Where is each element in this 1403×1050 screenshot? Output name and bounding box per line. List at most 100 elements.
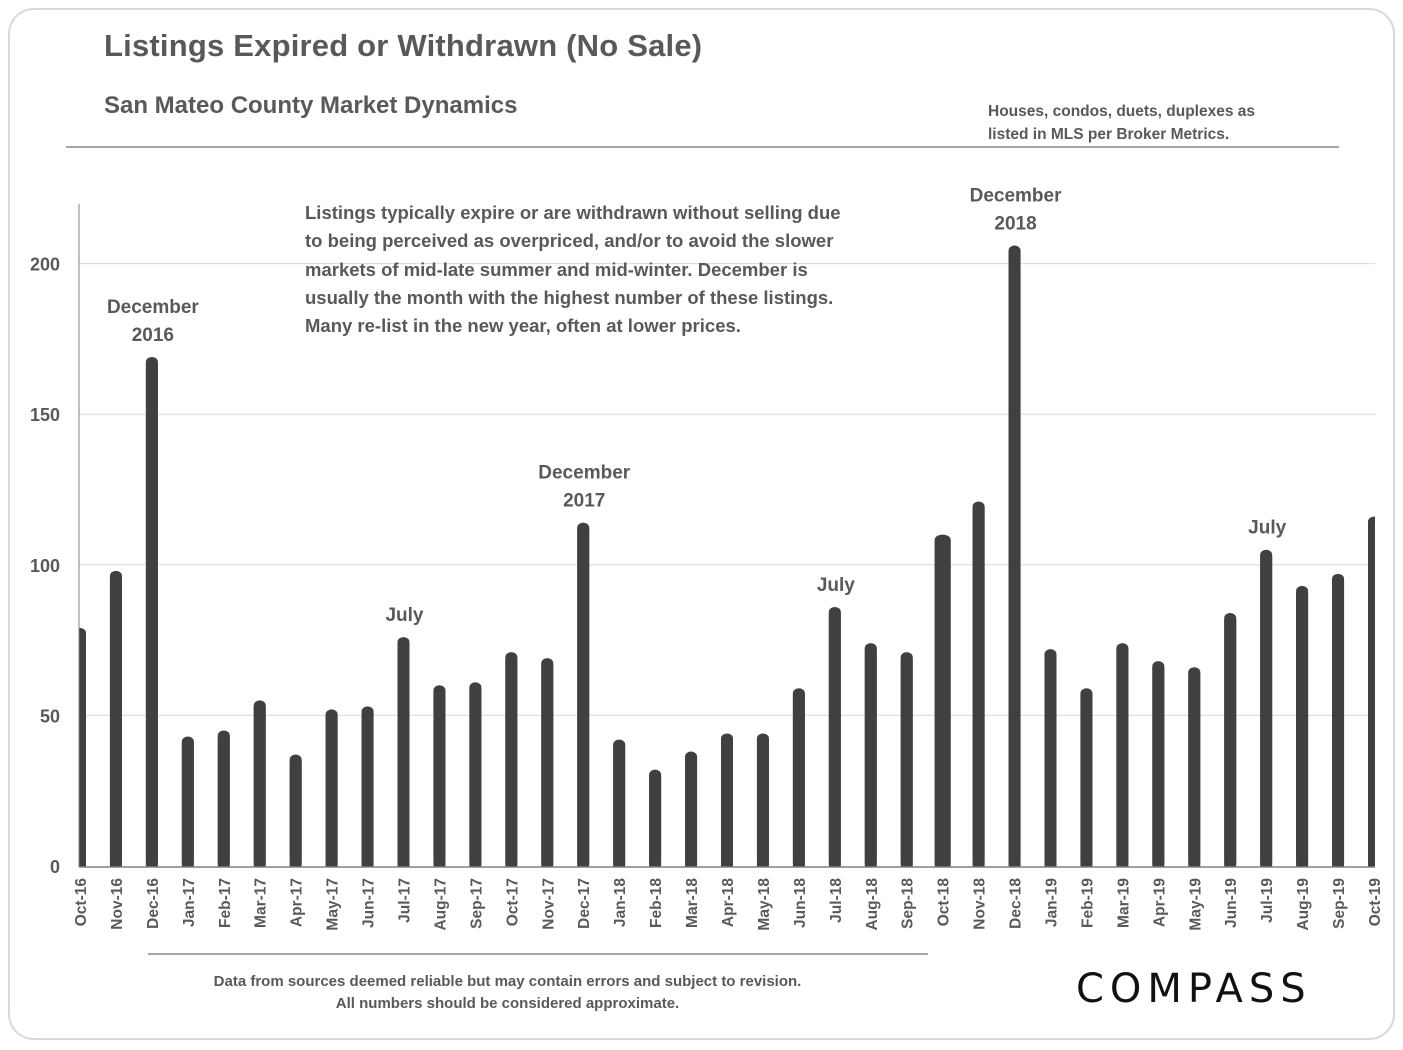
x-tick-label: May-17 xyxy=(325,878,342,931)
bar-body xyxy=(1008,251,1021,867)
y-axis-tick-labels: 0 50 100 150 200 xyxy=(30,255,60,877)
x-tick-label: May-19 xyxy=(1187,878,1204,931)
y-tick-label: 150 xyxy=(30,405,60,425)
bar-annotations: December 2016 July December 2017 July December… xyxy=(107,186,1287,627)
bar-body xyxy=(721,739,733,867)
bar-body xyxy=(361,712,374,867)
explanation-text: Listings typically expire or are withdra… xyxy=(305,199,908,340)
explanation-line: Listings typically expire or are withdra… xyxy=(305,202,841,223)
bar-body xyxy=(864,649,877,867)
bar-body xyxy=(109,576,122,867)
x-tick-label: Sep-18 xyxy=(900,878,917,929)
disclaimer-line: All numbers should be considered approxi… xyxy=(335,995,680,1012)
x-tick-label: Jun-18 xyxy=(792,878,809,928)
x-tick-label: Aug-18 xyxy=(864,878,881,931)
annotation-label: December xyxy=(538,463,630,484)
x-tick-label: Nov-17 xyxy=(540,878,557,930)
compass-logo: COMPASS xyxy=(1076,966,1312,1012)
x-tick-label: Aug-19 xyxy=(1295,878,1312,931)
x-tick-label: Jul-19 xyxy=(1259,878,1276,923)
x-tick-label: Jul-18 xyxy=(828,878,845,923)
bar-body xyxy=(79,634,86,867)
bar-body xyxy=(217,736,230,867)
explanation-line: to being perceived as overpriced, and/or… xyxy=(305,230,834,252)
x-tick-label: Jul-17 xyxy=(397,878,414,923)
bar-body xyxy=(685,757,698,867)
x-tick-label: Jan-18 xyxy=(612,878,629,927)
bar-body xyxy=(613,745,626,867)
annotation-label: July xyxy=(385,605,423,626)
bars xyxy=(79,245,1375,867)
source-note: Houses, condos, duets, duplexes as liste… xyxy=(988,100,1255,146)
explanation-line: markets of mid-late summer and mid-winte… xyxy=(305,258,808,280)
x-tick-label: Feb-17 xyxy=(217,878,234,928)
annotation-label: 2017 xyxy=(563,491,605,512)
bar-body xyxy=(1224,618,1237,867)
chart-subtitle: San Mateo County Market Dynamics xyxy=(104,92,518,119)
bar-body xyxy=(1260,555,1273,867)
x-tick-label: Oct-19 xyxy=(1367,878,1384,927)
source-note-line: Houses, condos, duets, duplexes as xyxy=(988,103,1256,120)
x-tick-label: Dec-16 xyxy=(145,878,162,929)
footer-divider xyxy=(148,953,928,955)
y-tick-label: 0 xyxy=(50,857,60,877)
x-tick-label: Jun-17 xyxy=(361,878,378,928)
x-tick-label: Sep-19 xyxy=(1331,878,1348,929)
x-tick-label: Nov-18 xyxy=(972,878,989,930)
x-tick-label: Apr-17 xyxy=(289,878,306,927)
bar-body xyxy=(289,760,302,867)
explanation-line: usually the month with the highest numbe… xyxy=(305,286,834,308)
bar-body xyxy=(145,362,158,867)
x-tick-label: Sep-17 xyxy=(468,878,485,929)
y-tick-label: 50 xyxy=(40,706,60,726)
bar-body xyxy=(433,691,446,867)
x-tick-label: Feb-18 xyxy=(648,878,665,928)
x-tick-label: Mar-17 xyxy=(253,878,270,928)
bar-body xyxy=(469,688,482,867)
x-tick-label: Feb-19 xyxy=(1079,878,1096,928)
bar-body xyxy=(1080,694,1093,867)
bar-body xyxy=(253,706,266,867)
disclaimer-line: Data from sources deemed reliable but ma… xyxy=(213,973,802,990)
annotation-label: December xyxy=(970,186,1062,207)
bar-body xyxy=(1116,649,1129,867)
bar-body xyxy=(828,612,841,867)
x-tick-label: Oct-16 xyxy=(73,878,90,927)
x-tick-label: Mar-19 xyxy=(1115,878,1132,928)
x-tick-label: Apr-18 xyxy=(720,878,737,927)
bar-body xyxy=(1188,673,1201,867)
annotation-label: July xyxy=(1248,518,1286,539)
disclaimer: Data from sources deemed reliable but ma… xyxy=(150,971,865,1015)
bar-body xyxy=(756,739,769,867)
x-axis-tick-labels: Oct-16 Nov-16 Dec-16 Jan-17 Feb-17 Mar-17 Apr-… xyxy=(73,878,1384,931)
x-tick-label: Jan-19 xyxy=(1044,878,1061,927)
annotation-label: December xyxy=(107,297,199,318)
bar-body xyxy=(1044,655,1057,867)
x-tick-label: Jan-17 xyxy=(181,878,198,927)
x-tick-label: Dec-18 xyxy=(1008,878,1025,929)
x-tick-label: Oct-17 xyxy=(504,878,521,926)
explanation-line: Many re-list in the new year, often at l… xyxy=(305,315,741,337)
annotation-label: 2016 xyxy=(132,325,174,346)
x-tick-label: Mar-18 xyxy=(684,878,701,928)
bar-body xyxy=(1332,579,1345,867)
y-tick-label: 200 xyxy=(30,255,60,275)
bar-body xyxy=(1296,591,1309,867)
chart-frame xyxy=(8,8,1395,1040)
annotation-label: July xyxy=(817,575,855,596)
x-tick-label: Oct-18 xyxy=(936,878,953,927)
source-note-line: listed in MLS per Broker Metrics. xyxy=(988,126,1230,143)
bar-body xyxy=(934,540,951,867)
x-tick-label: Nov-16 xyxy=(109,878,126,930)
bar-body xyxy=(397,643,410,867)
bar-body xyxy=(900,658,913,867)
bar-body xyxy=(577,528,590,867)
x-tick-label: Aug-17 xyxy=(432,878,449,931)
x-tick-label: Apr-19 xyxy=(1151,878,1168,927)
bar-body xyxy=(1152,667,1165,867)
x-tick-label: Jun-19 xyxy=(1223,878,1240,928)
bar-body xyxy=(325,715,338,867)
bar-body xyxy=(1368,522,1375,867)
bar-body xyxy=(505,658,518,867)
